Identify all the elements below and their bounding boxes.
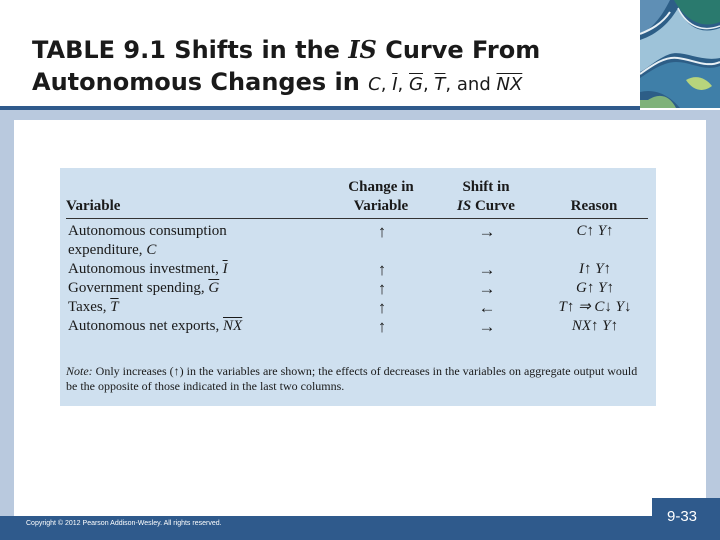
table-header-row: Variable Change in Variable Shift in IS Cu…: [66, 178, 648, 219]
title-var-nx: NX: [496, 74, 523, 95]
right-arrow-icon: →: [478, 222, 496, 241]
row-reason: NX↑ Y↑: [571, 318, 619, 334]
footer-bar: [0, 516, 720, 540]
up-arrow-icon: ↑: [377, 279, 387, 298]
row-label: Government spending, G: [68, 280, 220, 296]
table-row: Government spending, G ↑ → G↑ Y↑: [66, 279, 648, 298]
title-is: IS: [348, 35, 377, 64]
header-variable: Variable: [66, 178, 332, 219]
right-arrow-icon: →: [478, 279, 496, 298]
title-and: and: [456, 74, 491, 95]
title-line1-end: Curve From: [376, 36, 541, 64]
title-var-i: I: [392, 74, 398, 95]
row-reason: C↑ Y↑: [576, 223, 614, 239]
right-arrow-icon: →: [478, 317, 496, 336]
up-arrow-icon: ↑: [377, 260, 387, 279]
copyright-text: Copyright © 2012 Pearson Addison-Wesley.…: [26, 520, 222, 527]
page-number: 9-33: [666, 508, 698, 525]
title-variables: C, I, G, T, and NX: [368, 74, 522, 95]
row-label: Autonomous investment, I: [68, 261, 228, 277]
is-curve-shifts-table: Variable Change in Variable Shift in IS Cu…: [66, 178, 648, 336]
table-note: Note: Only increases (↑) in the variable…: [66, 364, 638, 393]
title-var-g: G: [409, 74, 423, 95]
up-arrow-icon: ↑: [377, 317, 387, 336]
title-sep-2: ,: [397, 74, 404, 95]
decorative-corner-image: [640, 0, 720, 108]
title-var-t: T: [434, 74, 446, 95]
abstract-pattern-icon: [640, 0, 720, 108]
page-number-tab: [652, 498, 720, 540]
left-arrow-icon: ←: [478, 298, 496, 317]
table-row: Taxes, T ↑ ← T↑ ⇒ C↓ Y↓: [66, 298, 648, 317]
header-shift: Shift in IS Curve: [432, 178, 542, 219]
title-line2: Autonomous Changes in: [32, 68, 369, 96]
table-row: Autonomous consumption expenditure, C ↑ →…: [66, 219, 648, 261]
row-label: Taxes, T: [68, 299, 119, 315]
title-sep-3: ,: [422, 74, 429, 95]
up-arrow-icon: ↑: [377, 222, 387, 241]
row-label: Autonomous net exports, NX: [68, 318, 243, 334]
title-line1: TABLE 9.1 Shifts in the: [32, 36, 349, 64]
table-row: Autonomous net exports, NX ↑ → NX↑ Y↑: [66, 317, 648, 336]
row-label: Autonomous consumption expenditure, C: [68, 223, 227, 258]
title-var-c: C: [368, 74, 381, 95]
table-row: Autonomous investment, I ↑ → I↑ Y↑: [66, 260, 648, 279]
title-divider: [0, 106, 640, 110]
row-reason: T↑ ⇒ C↓ Y↓: [558, 299, 632, 315]
slide-title: TABLE 9.1 Shifts in the IS Curve From Au…: [32, 34, 540, 101]
row-reason: G↑ Y↑: [576, 280, 614, 296]
title-area: TABLE 9.1 Shifts in the IS Curve From Au…: [0, 0, 640, 108]
row-reason: I↑ Y↑: [578, 261, 612, 277]
right-arrow-icon: →: [478, 260, 496, 279]
header-change: Change in Variable: [332, 178, 432, 219]
header-reason: Reason: [542, 178, 648, 219]
up-arrow-icon: ↑: [377, 298, 387, 317]
title-sep-4: ,: [445, 74, 452, 95]
table-panel: Variable Change in Variable Shift in IS Cu…: [60, 168, 656, 406]
title-sep-1: ,: [380, 74, 387, 95]
